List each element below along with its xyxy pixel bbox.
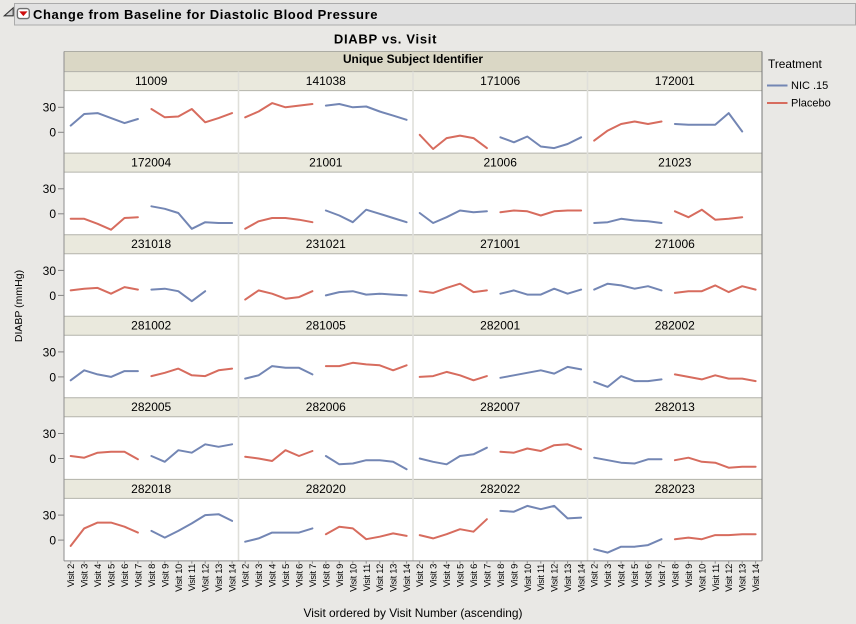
svg-text:281005: 281005: [306, 319, 346, 333]
svg-text:Visit 10: Visit 10: [523, 564, 533, 592]
svg-text:30: 30: [43, 182, 57, 196]
svg-text:282005: 282005: [131, 400, 171, 414]
svg-text:30: 30: [43, 101, 57, 115]
svg-text:Visit 11: Visit 11: [187, 564, 197, 591]
svg-text:Visit 7: Visit 7: [308, 564, 318, 587]
svg-text:Treatment: Treatment: [768, 57, 822, 71]
svg-text:Visit 2: Visit 2: [590, 564, 600, 587]
svg-text:0: 0: [49, 289, 56, 303]
svg-text:282022: 282022: [480, 482, 520, 496]
svg-text:Visit 7: Visit 7: [482, 564, 492, 587]
svg-text:Visit 2: Visit 2: [415, 564, 425, 587]
svg-text:Visit 4: Visit 4: [268, 564, 278, 587]
svg-text:Visit 9: Visit 9: [684, 564, 694, 587]
svg-text:Visit 12: Visit 12: [201, 564, 211, 592]
svg-text:Visit 6: Visit 6: [120, 564, 130, 587]
svg-text:0: 0: [49, 452, 56, 466]
svg-text:11009: 11009: [135, 74, 168, 88]
svg-text:Visit 7: Visit 7: [133, 564, 143, 587]
svg-text:282001: 282001: [480, 319, 520, 333]
svg-text:Visit 14: Visit 14: [228, 564, 238, 592]
svg-text:Visit 13: Visit 13: [214, 564, 224, 592]
svg-text:282023: 282023: [655, 482, 695, 496]
svg-text:Visit 10: Visit 10: [348, 564, 358, 592]
svg-text:0: 0: [49, 370, 56, 384]
svg-text:21006: 21006: [484, 156, 518, 170]
svg-text:NIC .15: NIC .15: [791, 80, 828, 92]
svg-text:30: 30: [43, 345, 57, 359]
svg-text:Visit 5: Visit 5: [630, 564, 640, 587]
svg-text:Visit 8: Visit 8: [321, 564, 331, 587]
svg-text:Visit 11: Visit 11: [536, 564, 546, 591]
svg-text:Visit 9: Visit 9: [160, 564, 170, 587]
svg-text:Visit 4: Visit 4: [442, 564, 452, 587]
svg-text:0: 0: [49, 126, 56, 140]
svg-text:30: 30: [43, 427, 57, 441]
svg-text:172001: 172001: [655, 74, 695, 88]
svg-text:Visit 5: Visit 5: [281, 564, 291, 587]
svg-text:171006: 171006: [480, 74, 520, 88]
svg-text:Visit 3: Visit 3: [429, 564, 439, 587]
svg-text:0: 0: [49, 207, 56, 221]
svg-text:Visit 10: Visit 10: [174, 564, 184, 592]
svg-text:Change from Baseline for Diast: Change from Baseline for Diastolic Blood…: [33, 7, 378, 22]
svg-text:282018: 282018: [131, 482, 171, 496]
svg-text:DIABP (mmHg): DIABP (mmHg): [13, 270, 25, 342]
svg-text:Visit 5: Visit 5: [107, 564, 117, 587]
svg-text:21023: 21023: [658, 156, 692, 170]
svg-text:Visit 6: Visit 6: [469, 564, 479, 587]
svg-text:Visit 8: Visit 8: [496, 564, 506, 587]
svg-text:Visit 6: Visit 6: [295, 564, 305, 587]
svg-text:231018: 231018: [131, 237, 171, 251]
svg-text:Placebo: Placebo: [791, 97, 831, 109]
svg-text:DIABP vs. Visit: DIABP vs. Visit: [334, 32, 437, 47]
svg-text:Visit 10: Visit 10: [697, 564, 707, 592]
svg-text:282006: 282006: [306, 400, 346, 414]
svg-text:Visit 12: Visit 12: [550, 564, 560, 592]
svg-text:271001: 271001: [480, 237, 520, 251]
svg-text:Visit 8: Visit 8: [670, 564, 680, 587]
svg-text:271006: 271006: [655, 237, 695, 251]
svg-text:Visit 3: Visit 3: [603, 564, 613, 587]
svg-text:Visit 2: Visit 2: [66, 564, 76, 587]
svg-text:141038: 141038: [306, 74, 346, 88]
svg-text:282007: 282007: [480, 400, 520, 414]
svg-text:Visit 12: Visit 12: [724, 564, 734, 592]
svg-text:Visit 14: Visit 14: [751, 564, 761, 592]
svg-text:Visit 4: Visit 4: [617, 564, 627, 587]
svg-text:Visit 6: Visit 6: [644, 564, 654, 587]
svg-text:281002: 281002: [131, 319, 171, 333]
svg-text:30: 30: [43, 264, 57, 278]
svg-text:Visit 4: Visit 4: [93, 564, 103, 587]
svg-text:Visit 2: Visit 2: [241, 564, 251, 587]
svg-text:Visit 5: Visit 5: [456, 564, 466, 587]
svg-text:Visit 11: Visit 11: [362, 564, 372, 591]
svg-text:Visit 3: Visit 3: [80, 564, 90, 587]
svg-text:Visit 9: Visit 9: [509, 564, 519, 587]
svg-text:Visit 7: Visit 7: [657, 564, 667, 587]
svg-text:Visit ordered by Visit Number: Visit ordered by Visit Number (ascending…: [304, 606, 523, 620]
svg-text:282020: 282020: [306, 482, 346, 496]
svg-text:21001: 21001: [309, 156, 343, 170]
svg-text:Visit 8: Visit 8: [147, 564, 157, 587]
svg-text:282013: 282013: [655, 400, 695, 414]
svg-text:Visit 13: Visit 13: [563, 564, 573, 592]
svg-text:Visit 14: Visit 14: [402, 564, 412, 592]
svg-text:Visit 13: Visit 13: [738, 564, 748, 592]
svg-text:Visit 11: Visit 11: [711, 564, 721, 591]
svg-text:Unique Subject Identifier: Unique Subject Identifier: [343, 52, 483, 66]
svg-text:Visit 14: Visit 14: [577, 564, 587, 592]
svg-text:231021: 231021: [306, 237, 346, 251]
svg-text:172004: 172004: [131, 156, 171, 170]
svg-text:Visit 13: Visit 13: [389, 564, 399, 592]
svg-text:30: 30: [43, 509, 57, 523]
svg-text:Visit 9: Visit 9: [335, 564, 345, 587]
svg-text:Visit 12: Visit 12: [375, 564, 385, 592]
svg-text:0: 0: [49, 534, 56, 548]
svg-text:282002: 282002: [655, 319, 695, 333]
svg-text:Visit 3: Visit 3: [254, 564, 264, 587]
